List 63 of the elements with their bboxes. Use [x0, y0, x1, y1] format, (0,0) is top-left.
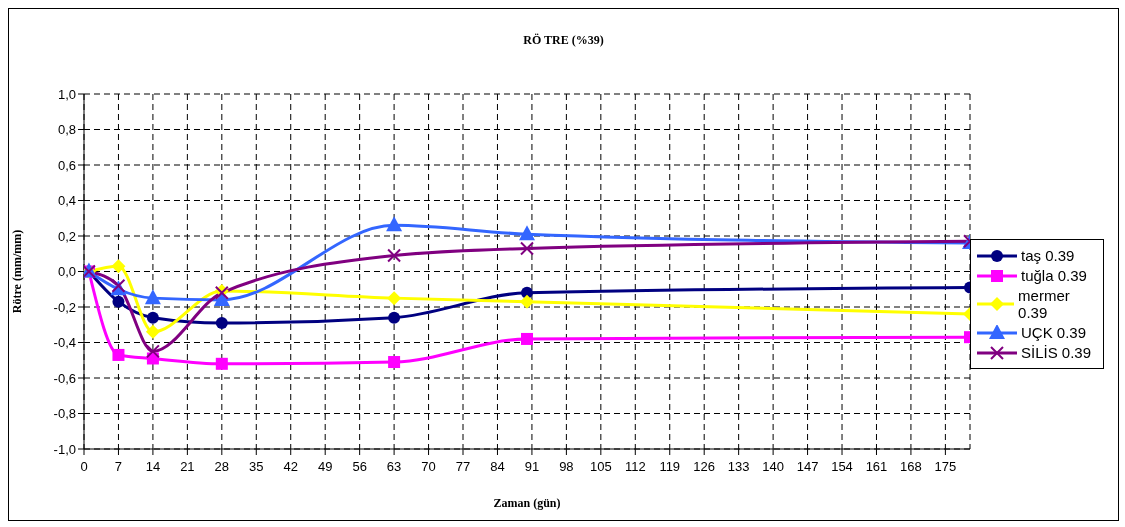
- point: [519, 225, 535, 241]
- x-tick-label: 161: [865, 459, 888, 474]
- legend-label: tuğla 0.39: [1021, 267, 1087, 284]
- legend-label: taş 0.39: [1021, 247, 1075, 264]
- point: [112, 348, 125, 361]
- y-axis-title: Rötre (mm/mm): [10, 229, 25, 314]
- x-tick-label: 112: [624, 459, 646, 474]
- point: [386, 216, 403, 232]
- y-tick-label: 0,8: [57, 122, 76, 138]
- point: [521, 332, 533, 345]
- y-tick-label: -0,6: [53, 370, 76, 386]
- x-tick-label: 140: [762, 459, 784, 474]
- point: [520, 294, 534, 309]
- x-tick-label: 35: [249, 459, 264, 474]
- point: [387, 291, 402, 306]
- x-tick-label: 168: [900, 459, 922, 474]
- x-tick-label: 63: [386, 459, 402, 474]
- y-tick-label: -0,8: [53, 406, 76, 422]
- point: [388, 311, 401, 324]
- x-tick-label: 133: [727, 459, 750, 474]
- point: [387, 248, 402, 263]
- x-tick-label: 98: [559, 459, 574, 474]
- x-tick-label: 147: [796, 459, 819, 474]
- chart-title: RÖ TRE (%39): [523, 33, 604, 47]
- x-tick-label: 126: [693, 459, 716, 474]
- x-tick-label: 28: [214, 459, 230, 474]
- x-tick-label: 21: [180, 459, 195, 474]
- point: [388, 356, 401, 369]
- point: [111, 259, 126, 274]
- point: [144, 289, 161, 305]
- x-tick-label: 77: [455, 459, 471, 474]
- x-tick-label: 7: [114, 459, 123, 474]
- x-tick-label: 70: [421, 459, 436, 474]
- y-tick-label: 0,2: [57, 228, 76, 244]
- x-tick-label: 175: [934, 459, 957, 474]
- y-tick-label: 0,6: [57, 157, 76, 173]
- point: [520, 241, 534, 256]
- x-tick-label: 49: [317, 459, 333, 474]
- x-tick-label: 91: [524, 459, 540, 474]
- y-tick-label: -1,0: [53, 441, 76, 457]
- x-tick-label: 154: [831, 459, 853, 474]
- y-tick-label: -0,2: [53, 299, 76, 315]
- legend-label: SİLİS 0.39: [1021, 344, 1092, 361]
- x-tick-label: 84: [490, 459, 505, 474]
- x-tick-label: 0: [80, 459, 88, 474]
- x-tick-label: 105: [589, 459, 612, 474]
- legend-label: mermer 0.39: [1018, 287, 1071, 321]
- point: [215, 357, 228, 370]
- point: [112, 295, 125, 308]
- point: [145, 324, 160, 339]
- point: [215, 316, 228, 329]
- point: [145, 344, 160, 359]
- y-tick-label: -0,4: [53, 335, 76, 351]
- y-tick-label: 0,4: [57, 193, 76, 209]
- legend-label: UÇK 0.39: [1021, 324, 1087, 341]
- point: [146, 311, 159, 324]
- x-axis-title: Zaman (gün): [493, 496, 561, 510]
- x-tick-label: 119: [659, 459, 681, 474]
- x-tick-label: 42: [283, 459, 298, 474]
- y-tick-label: 1,0: [57, 86, 76, 102]
- x-tick-label: 14: [145, 459, 161, 474]
- y-tick-label: 0,0: [57, 264, 76, 280]
- x-tick-label: 56: [352, 459, 367, 474]
